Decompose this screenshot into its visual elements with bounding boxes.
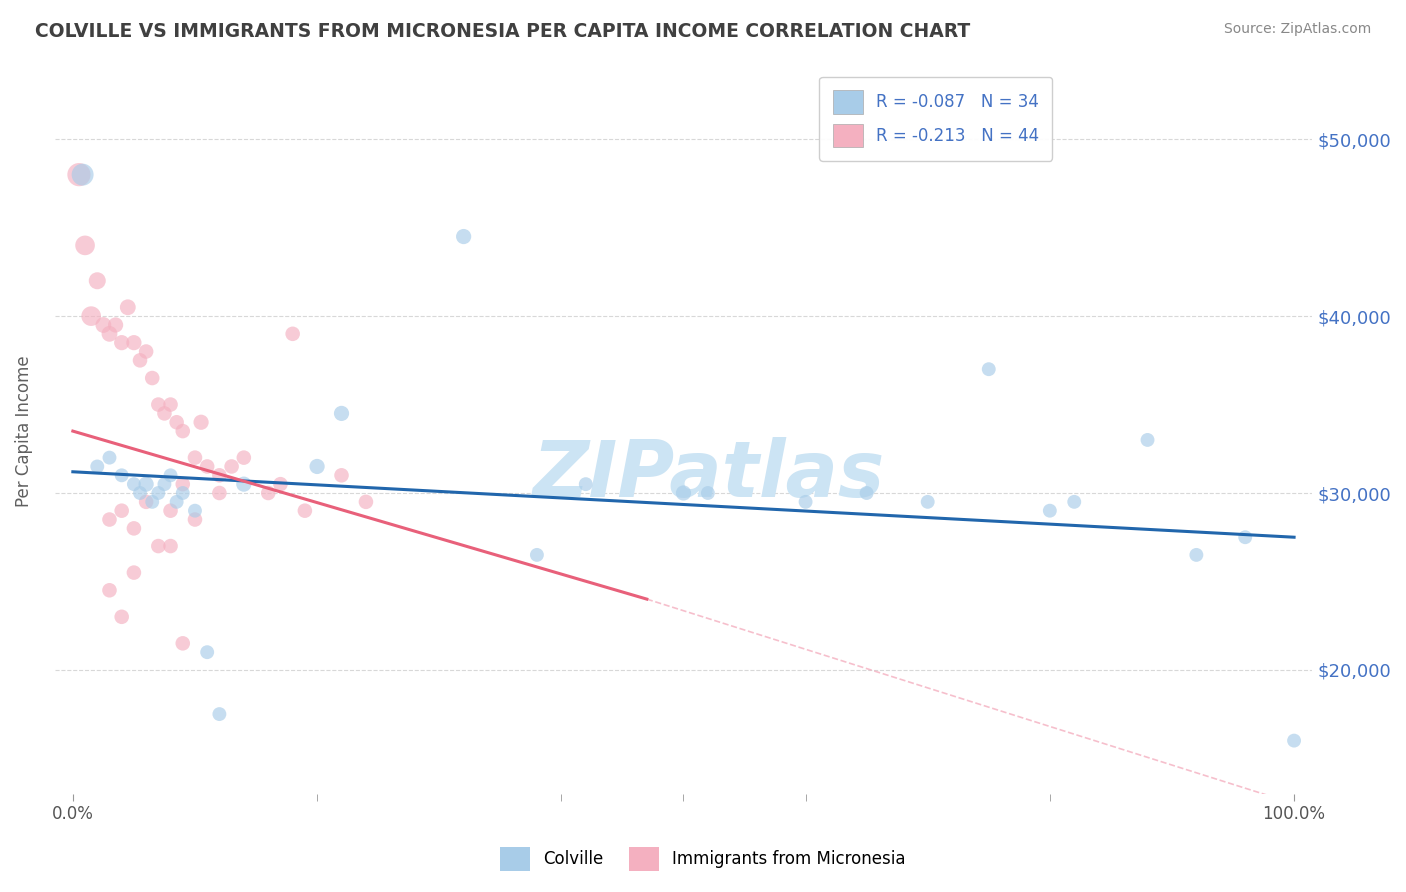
Point [294,504,316,518]
Y-axis label: Per Capita Income: Per Capita Income [15,355,32,507]
Point [257,486,280,500]
Point [148,398,170,412]
Legend: R = -0.087   N = 34, R = -0.213   N = 44: R = -0.087 N = 34, R = -0.213 N = 44 [820,77,1053,161]
Point [98,326,121,341]
Point [1185,548,1208,562]
Point [307,459,329,474]
Legend: Colville, Immigrants from Micronesia: Colville, Immigrants from Micronesia [492,839,914,880]
Point [111,335,134,350]
Point [122,477,145,491]
Point [575,477,598,491]
Point [696,486,718,500]
Point [1282,733,1305,747]
Point [172,477,194,491]
Point [977,362,1000,376]
Point [184,450,207,465]
Point [86,274,108,288]
Point [330,468,353,483]
Point [184,504,207,518]
Point [73,238,96,252]
Point [135,344,157,359]
Point [166,415,188,429]
Point [86,459,108,474]
Point [330,406,353,420]
Point [281,326,304,341]
Point [122,335,145,350]
Point [141,371,163,385]
Point [1234,530,1257,544]
Point [1063,495,1085,509]
Point [453,229,475,244]
Point [159,468,181,483]
Point [855,486,877,500]
Point [195,459,218,474]
Point [159,539,181,553]
Point [232,477,254,491]
Point [98,450,121,465]
Point [172,486,194,500]
Point [129,486,152,500]
Point [159,504,181,518]
Point [526,548,548,562]
Point [98,583,121,598]
Point [917,495,939,509]
Point [794,495,817,509]
Point [153,406,176,420]
Point [190,415,212,429]
Point [122,521,145,535]
Point [104,318,127,332]
Point [159,398,181,412]
Point [93,318,115,332]
Point [98,512,121,526]
Point [172,424,194,438]
Point [141,495,163,509]
Text: Source: ZipAtlas.com: Source: ZipAtlas.com [1223,22,1371,37]
Point [232,450,254,465]
Point [153,477,176,491]
Point [135,477,157,491]
Point [354,495,377,509]
Point [208,468,231,483]
Point [111,468,134,483]
Text: ZIPatlas: ZIPatlas [533,436,884,513]
Point [184,512,207,526]
Point [122,566,145,580]
Point [672,486,695,500]
Point [72,168,94,182]
Point [80,309,103,323]
Point [166,495,188,509]
Point [135,495,157,509]
Point [195,645,218,659]
Point [221,459,243,474]
Point [208,486,231,500]
Point [1136,433,1159,447]
Text: COLVILLE VS IMMIGRANTS FROM MICRONESIA PER CAPITA INCOME CORRELATION CHART: COLVILLE VS IMMIGRANTS FROM MICRONESIA P… [35,22,970,41]
Point [1039,504,1062,518]
Point [117,300,139,314]
Point [148,486,170,500]
Point [111,504,134,518]
Point [67,168,90,182]
Point [111,609,134,624]
Point [148,539,170,553]
Point [172,636,194,650]
Point [129,353,152,368]
Point [208,707,231,722]
Point [269,477,291,491]
